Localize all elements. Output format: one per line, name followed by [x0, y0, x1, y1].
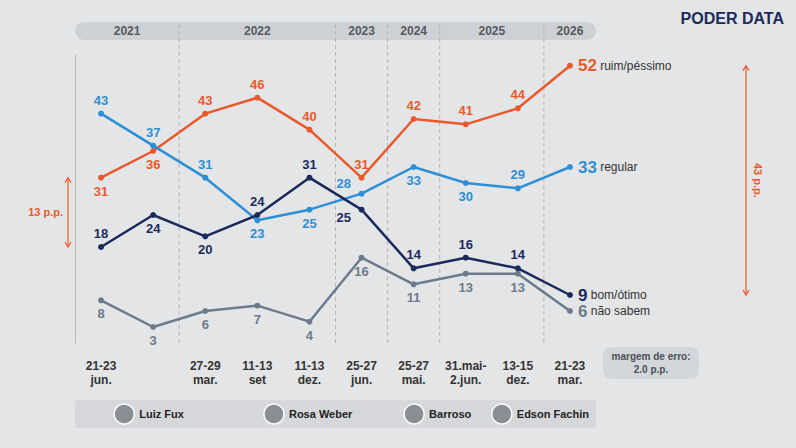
- svg-text:21-23: 21-23: [86, 359, 117, 373]
- svg-text:dez.: dez.: [298, 373, 321, 387]
- svg-text:31.mai-: 31.mai-: [445, 359, 486, 373]
- svg-text:Edson Fachin: Edson Fachin: [517, 408, 589, 420]
- svg-text:31: 31: [354, 157, 368, 172]
- svg-text:31: 31: [198, 157, 212, 172]
- svg-text:2022: 2022: [244, 24, 271, 38]
- svg-text:2021: 2021: [114, 24, 141, 38]
- svg-text:mai.: mai.: [402, 373, 426, 387]
- svg-text:16: 16: [354, 264, 368, 279]
- svg-text:43: 43: [198, 93, 212, 108]
- svg-text:2.jun.: 2.jun.: [450, 373, 481, 387]
- svg-text:3: 3: [150, 333, 157, 348]
- svg-text:33: 33: [406, 173, 420, 188]
- svg-text:43 p.p.: 43 p.p.: [752, 163, 764, 198]
- svg-text:46: 46: [250, 77, 264, 92]
- svg-text:37: 37: [146, 125, 160, 140]
- svg-text:13: 13: [459, 280, 473, 295]
- svg-text:52: 52: [578, 56, 597, 75]
- svg-text:25-27: 25-27: [398, 359, 429, 373]
- svg-text:25-27: 25-27: [346, 359, 377, 373]
- svg-text:20: 20: [198, 242, 212, 257]
- svg-text:6: 6: [578, 302, 587, 321]
- svg-text:13 p.p.: 13 p.p.: [28, 206, 63, 218]
- svg-text:25: 25: [337, 210, 351, 225]
- svg-text:PODER DATA: PODER DATA: [681, 10, 785, 27]
- svg-text:ruim/péssimo: ruim/péssimo: [600, 59, 672, 73]
- svg-text:33: 33: [578, 158, 597, 177]
- svg-text:41: 41: [459, 103, 473, 118]
- svg-text:40: 40: [302, 109, 316, 124]
- svg-text:bom/ótimo: bom/ótimo: [591, 288, 647, 302]
- svg-text:11: 11: [407, 290, 421, 305]
- svg-text:11-13: 11-13: [242, 359, 272, 373]
- svg-text:8: 8: [97, 306, 104, 321]
- svg-text:13: 13: [511, 280, 525, 295]
- svg-text:14: 14: [406, 247, 421, 262]
- svg-text:2023: 2023: [348, 24, 375, 38]
- svg-text:mar.: mar.: [193, 373, 218, 387]
- svg-text:24: 24: [146, 221, 161, 236]
- svg-text:31: 31: [94, 184, 108, 199]
- svg-text:set: set: [249, 373, 266, 387]
- svg-text:16: 16: [459, 237, 473, 252]
- svg-text:31: 31: [302, 157, 316, 172]
- svg-text:24: 24: [250, 194, 265, 209]
- svg-text:regular: regular: [600, 160, 637, 174]
- svg-text:42: 42: [406, 98, 420, 113]
- svg-text:7: 7: [254, 312, 261, 327]
- svg-text:21-23: 21-23: [555, 359, 586, 373]
- svg-text:Rosa Weber: Rosa Weber: [289, 408, 353, 420]
- svg-text:9: 9: [578, 285, 588, 305]
- svg-text:jun.: jun.: [350, 373, 372, 387]
- svg-text:não sabem: não sabem: [591, 304, 650, 318]
- svg-text:jun.: jun.: [89, 373, 111, 387]
- svg-text:dez.: dez.: [506, 373, 529, 387]
- svg-text:4: 4: [306, 328, 314, 343]
- svg-text:Luiz Fux: Luiz Fux: [139, 408, 184, 420]
- svg-text:13-15: 13-15: [502, 359, 533, 373]
- svg-text:14: 14: [511, 247, 526, 262]
- svg-text:44: 44: [511, 87, 526, 102]
- svg-text:margem de erro:: margem de erro:: [612, 351, 691, 362]
- svg-text:23: 23: [250, 226, 264, 241]
- svg-text:2025: 2025: [478, 24, 505, 38]
- svg-text:30: 30: [459, 189, 473, 204]
- svg-text:2024: 2024: [400, 24, 427, 38]
- svg-text:36: 36: [146, 157, 160, 172]
- svg-text:11-13: 11-13: [294, 359, 324, 373]
- svg-text:18: 18: [94, 226, 108, 241]
- svg-text:mar.: mar.: [558, 373, 583, 387]
- svg-text:29: 29: [511, 167, 525, 182]
- svg-text:43: 43: [94, 93, 108, 108]
- svg-text:2026: 2026: [557, 24, 584, 38]
- svg-text:25: 25: [302, 216, 316, 231]
- svg-text:27-29: 27-29: [190, 359, 221, 373]
- svg-text:28: 28: [337, 176, 351, 191]
- svg-text:Barroso: Barroso: [429, 408, 471, 420]
- svg-text:6: 6: [202, 317, 209, 332]
- svg-text:2.0 p.p.: 2.0 p.p.: [634, 364, 669, 375]
